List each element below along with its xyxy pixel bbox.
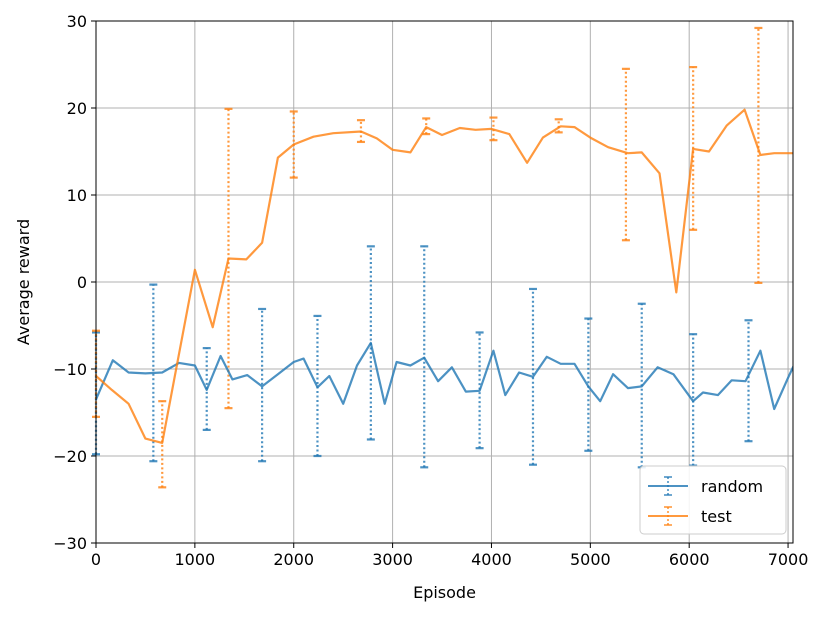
grid xyxy=(95,20,793,544)
errorbar-random xyxy=(528,287,537,466)
x-tick-label: 3000 xyxy=(372,550,413,569)
y-tick-label: −20 xyxy=(53,447,87,466)
errorbar-test xyxy=(754,26,763,284)
errorbar-random xyxy=(366,245,375,441)
x-tick-label: 6000 xyxy=(669,550,710,569)
series-lines xyxy=(96,108,793,444)
x-tick-label: 1000 xyxy=(175,550,216,569)
y-tick-label: 0 xyxy=(77,273,87,292)
x-tick-label: 0 xyxy=(91,550,101,569)
x-tick-label: 2000 xyxy=(273,550,314,569)
errorbar-random xyxy=(744,319,753,443)
errorbar-random xyxy=(420,245,429,469)
legend-marker-test xyxy=(648,506,688,526)
errorbar-test xyxy=(621,67,630,242)
errorbar-random xyxy=(258,307,267,463)
y-axis-label: Average reward xyxy=(14,219,33,345)
errorbar-random xyxy=(149,283,158,463)
series-line-random xyxy=(96,341,793,411)
errorbar-random xyxy=(584,317,593,452)
x-tick-label: 7000 xyxy=(768,550,809,569)
y-tick-label: 10 xyxy=(67,186,87,205)
errorbar-test xyxy=(554,118,563,134)
errorbar-random xyxy=(313,314,322,458)
errorbar-test xyxy=(489,116,498,142)
x-axis-label: Episode xyxy=(413,583,476,602)
y-tick-label: 30 xyxy=(67,12,87,31)
errorbar-random xyxy=(475,331,484,450)
y-tick-label: −30 xyxy=(53,534,87,553)
legend: random test xyxy=(639,465,787,535)
y-tick-label: 20 xyxy=(67,99,87,118)
series-line-test xyxy=(96,108,793,444)
axis-ticks: 0 1000 2000 3000 4000 5000 6000 7000 −30 −20 −10 0 1… xyxy=(53,12,808,569)
x-tick-label: 5000 xyxy=(570,550,611,569)
error-bars xyxy=(92,26,763,489)
errorbar-test xyxy=(422,117,431,136)
errorbar-test xyxy=(158,400,167,489)
x-tick-label: 4000 xyxy=(471,550,512,569)
y-tick-label: −10 xyxy=(53,360,87,379)
legend-marker-random xyxy=(648,476,688,496)
legend-label-random: random xyxy=(701,477,763,496)
legend-label-test: test xyxy=(701,507,732,526)
